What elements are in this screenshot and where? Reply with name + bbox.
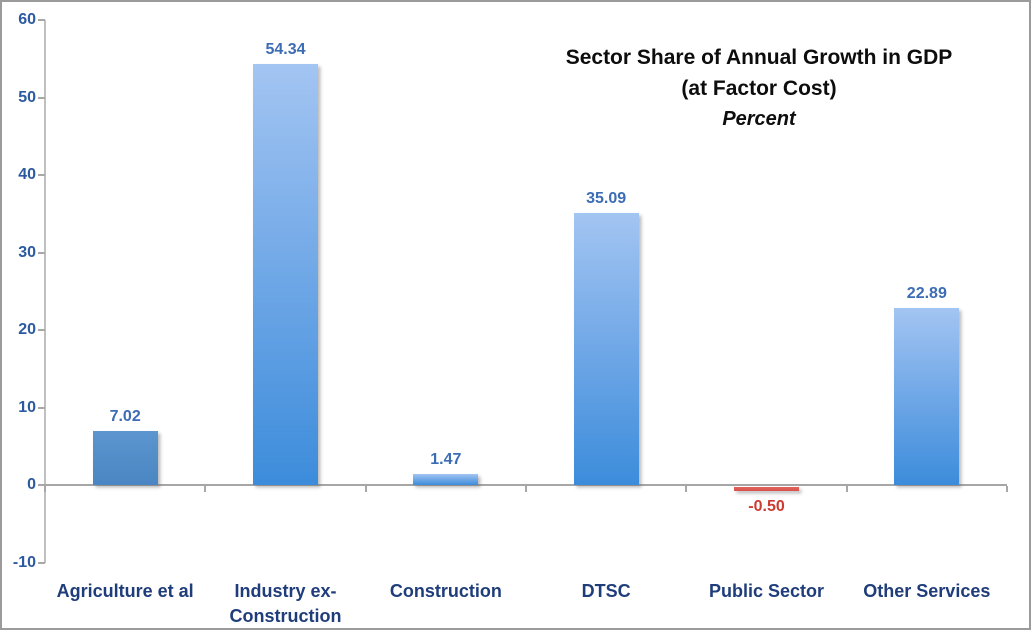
bar-other-services [894, 307, 960, 485]
bar-dtsc [573, 213, 639, 485]
bar-public-sector [734, 487, 799, 491]
chart-title: Sector Share of Annual Growth in GDP [565, 46, 953, 69]
y-axis-tick [38, 174, 45, 176]
y-axis-tick-label: 50 [18, 88, 36, 106]
y-axis-tick [38, 251, 45, 254]
x-axis-zero-line [45, 484, 1007, 486]
bar-construction [413, 473, 479, 485]
category-label: Industry ex-Construction [229, 581, 342, 626]
x-axis-tick [1006, 486, 1008, 492]
bar-value-label: -0.50 [748, 497, 785, 515]
bar-value-label: 1.47 [430, 450, 462, 468]
category-label: DTSC [581, 581, 631, 601]
y-axis-tick [38, 406, 45, 409]
y-axis-tick-label: 10 [18, 398, 36, 416]
bar-value-label: 54.34 [265, 40, 306, 58]
chart-title-block: Sector Share of Annual Growth in GDP (at… [499, 42, 1019, 135]
bar-industry-ex-construction [253, 63, 318, 485]
y-axis-tick-label: 60 [18, 11, 36, 28]
bar-value-label: 22.89 [906, 284, 947, 302]
y-axis-tick [38, 484, 45, 486]
y-axis-tick [38, 96, 45, 99]
x-axis-tick [364, 486, 367, 492]
y-axis-tick-label: 40 [18, 166, 36, 183]
y-axis-tick-label: -10 [12, 553, 36, 571]
bar-agriculture-et-al [92, 430, 158, 485]
x-axis-tick [525, 486, 527, 492]
bar-value-label: 35.09 [586, 190, 627, 208]
bar-value-label: 7.02 [109, 407, 141, 425]
y-axis-tick-label: 20 [18, 321, 36, 338]
x-axis-tick [204, 486, 207, 492]
y-axis-line [44, 20, 46, 563]
x-axis-tick [685, 486, 688, 492]
x-axis-tick [845, 486, 848, 492]
x-axis-tick [44, 486, 46, 492]
y-axis-tick-label: 30 [18, 243, 36, 261]
y-axis-tick [38, 561, 45, 564]
y-axis-tick [38, 329, 45, 331]
category-label: Construction [389, 581, 502, 601]
y-axis-tick [38, 19, 45, 21]
category-label: Agriculture et al [56, 581, 194, 601]
category-label: Other Services [863, 581, 991, 601]
category-label: Public Sector [708, 581, 825, 601]
chart-subtitle: (at Factor Cost) [681, 77, 837, 100]
chart-unit-label: Percent [722, 108, 796, 130]
y-axis-tick-label: 0 [27, 476, 36, 493]
